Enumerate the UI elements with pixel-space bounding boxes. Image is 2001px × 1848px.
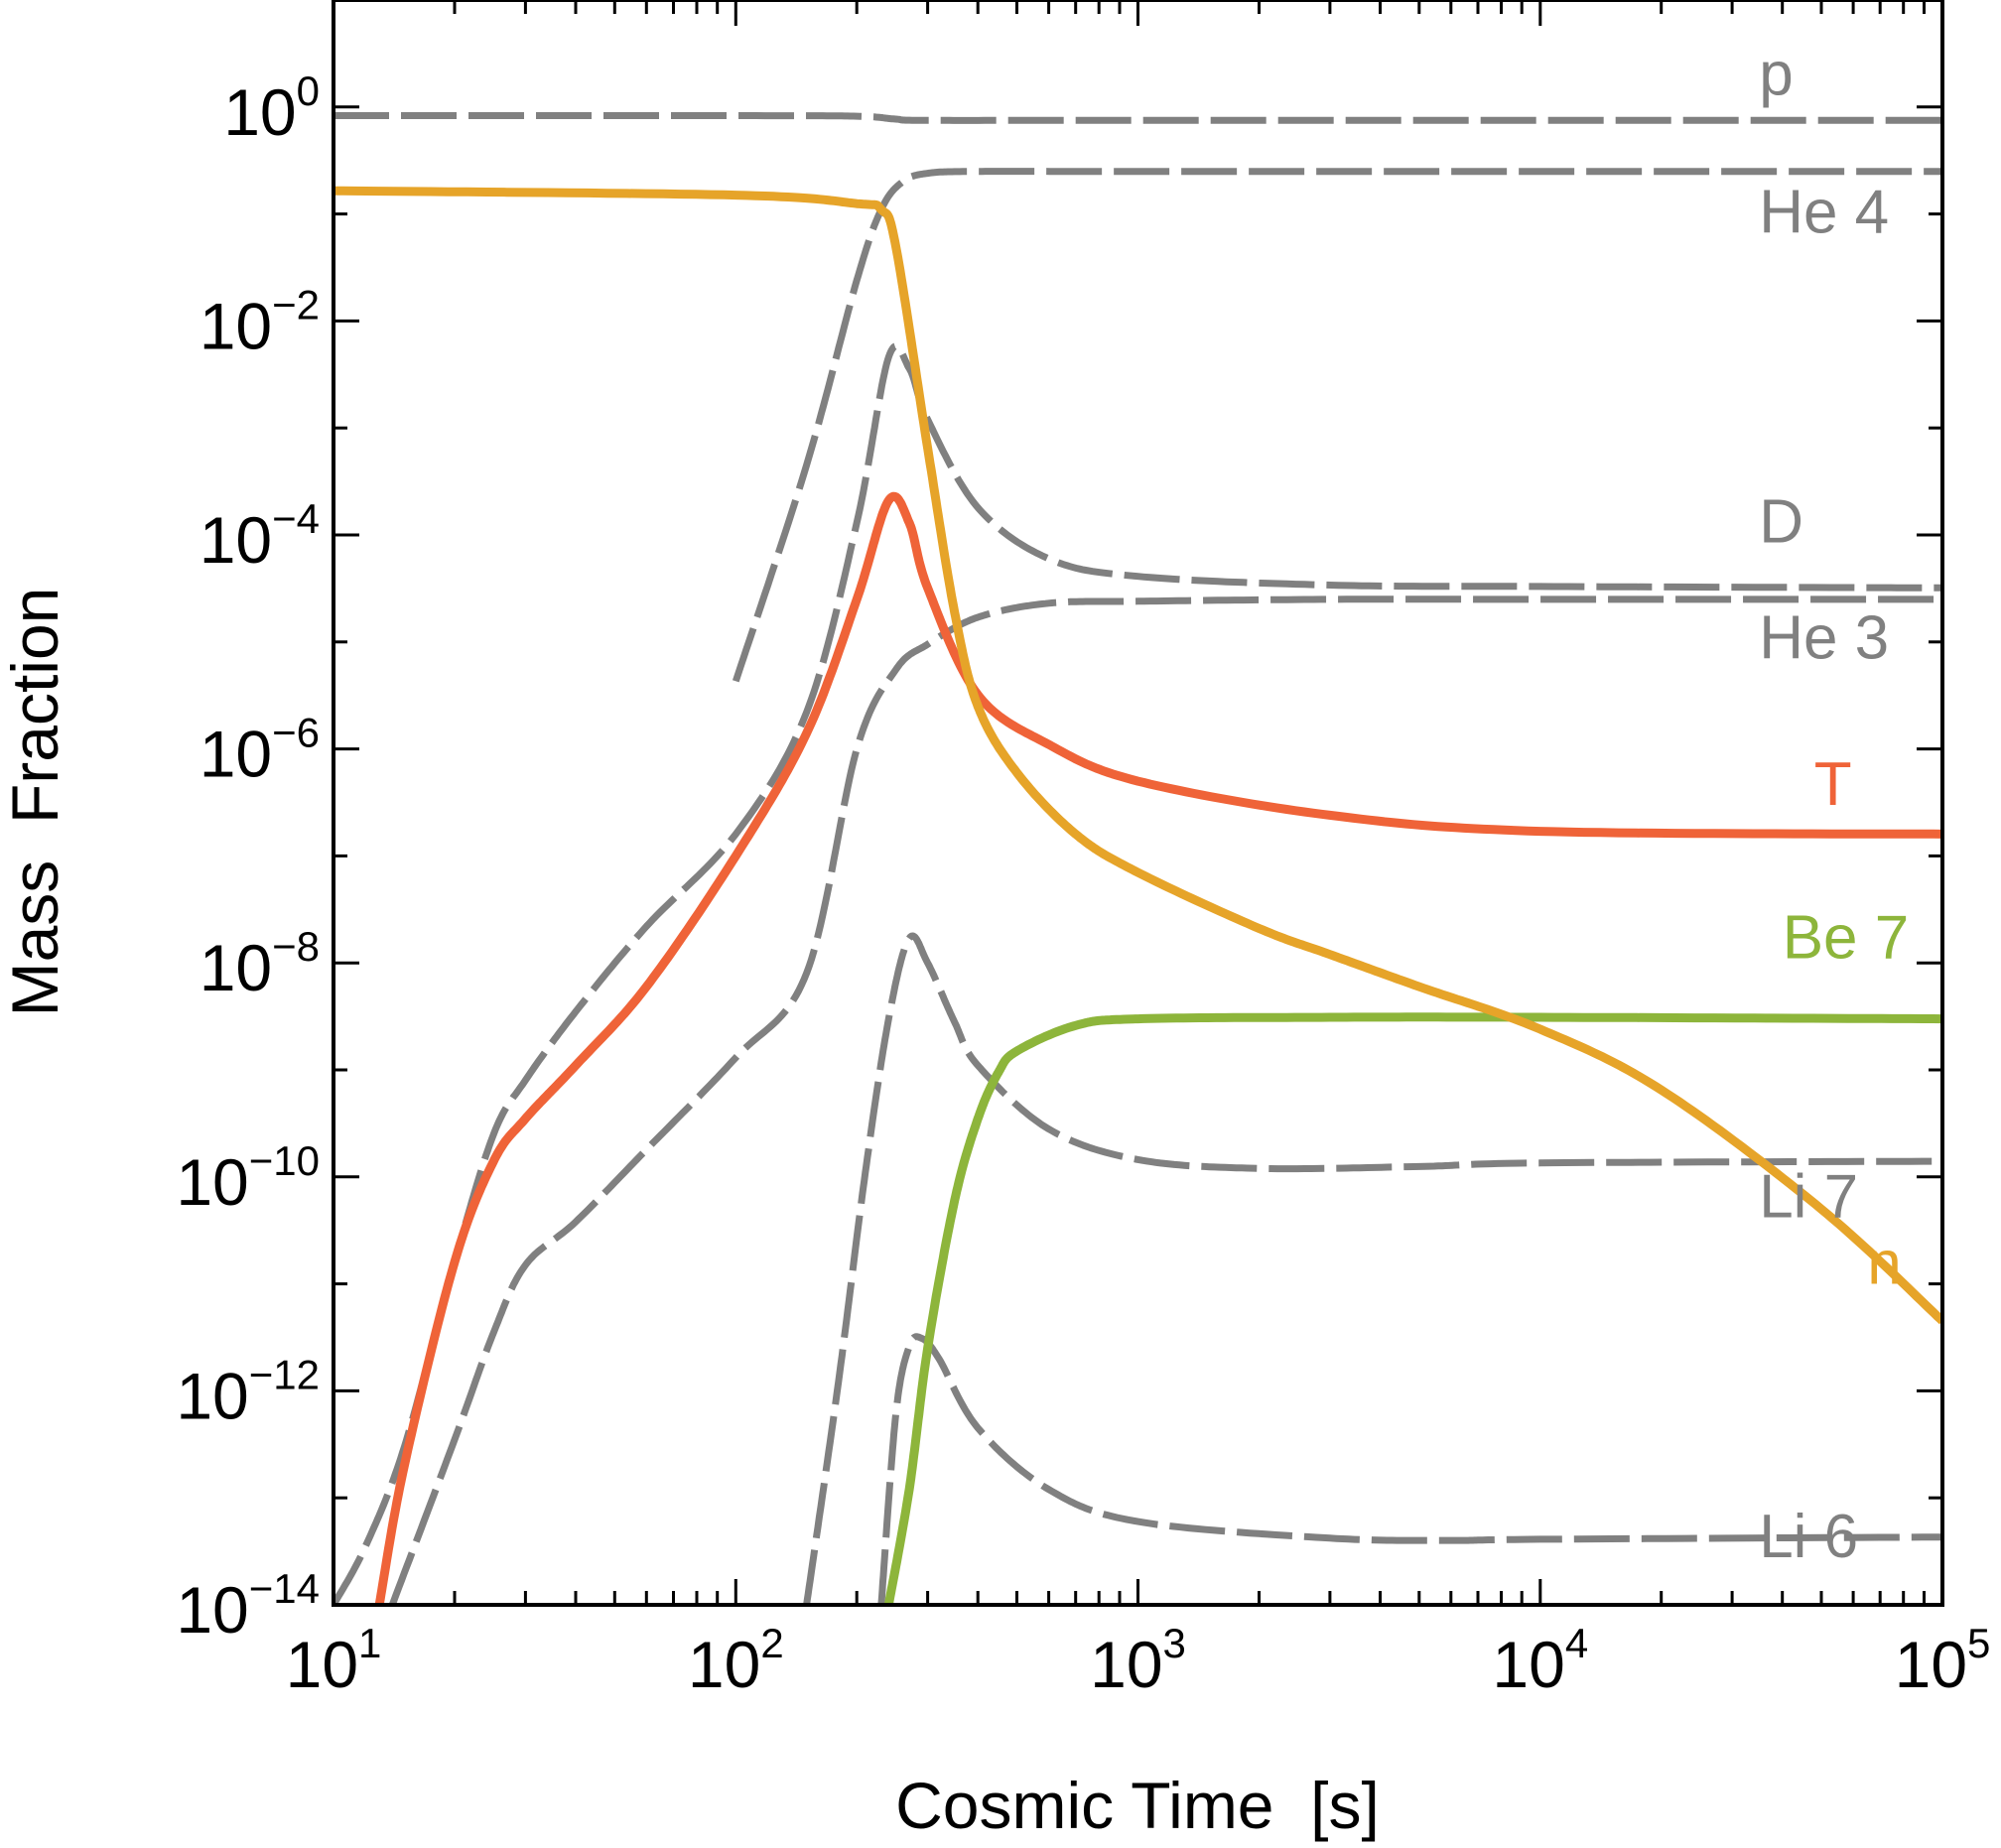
series-line-p [334,112,1942,124]
series-label-p: p [1759,41,1793,109]
series-line-t [374,491,1942,1605]
y-tick-label: 100 [223,67,320,149]
y-tick-label: 10−4 [200,495,320,577]
y-axis-title: Mass Fraction [0,588,71,1017]
series-line-n [334,186,1942,1325]
series-label-he3: He 3 [1759,604,1889,673]
series-line-he3 [388,595,1942,1605]
plot-frame [332,0,1944,1607]
y-tick-label: 10−8 [200,923,320,1004]
x-axis-title: Cosmic Time [s] [895,1769,1380,1842]
series-line-he4 [732,168,1942,683]
x-tick-label: 105 [1895,1620,1991,1701]
series-label-d: D [1759,488,1803,557]
series-label-n: n [1867,1230,1901,1298]
series-label-li6: Li 6 [1759,1503,1858,1571]
y-tick-label: 10−14 [176,1565,320,1647]
x-tick-label: 102 [688,1620,784,1701]
x-tick-label: 103 [1090,1620,1186,1701]
tick-layer: 101 102 103 104 105 100 10−2 10−4 10−6 10−8 10−10 1… [176,0,1990,1701]
y-tick-label: 10−10 [176,1137,320,1219]
x-tick-label: 101 [286,1620,382,1701]
series-layer [334,112,1942,1605]
y-tick-label: 10−6 [200,710,320,791]
series-line-be7 [883,1012,1942,1605]
x-tick-label: 104 [1492,1620,1588,1701]
label-layer: p He 4 D He 3 T Be 7 Li 7 Li 6 n [1759,41,1909,1571]
y-tick-label: 10−2 [200,281,320,362]
series-label-be7: Be 7 [1783,904,1910,973]
series-label-he4: He 4 [1759,178,1889,246]
series-label-li7: Li 7 [1759,1162,1858,1231]
series-line-li6 [877,1333,1942,1605]
series-label-t: T [1814,750,1852,819]
y-tick-label: 10−12 [176,1351,320,1432]
series-line-d [334,342,1942,1605]
